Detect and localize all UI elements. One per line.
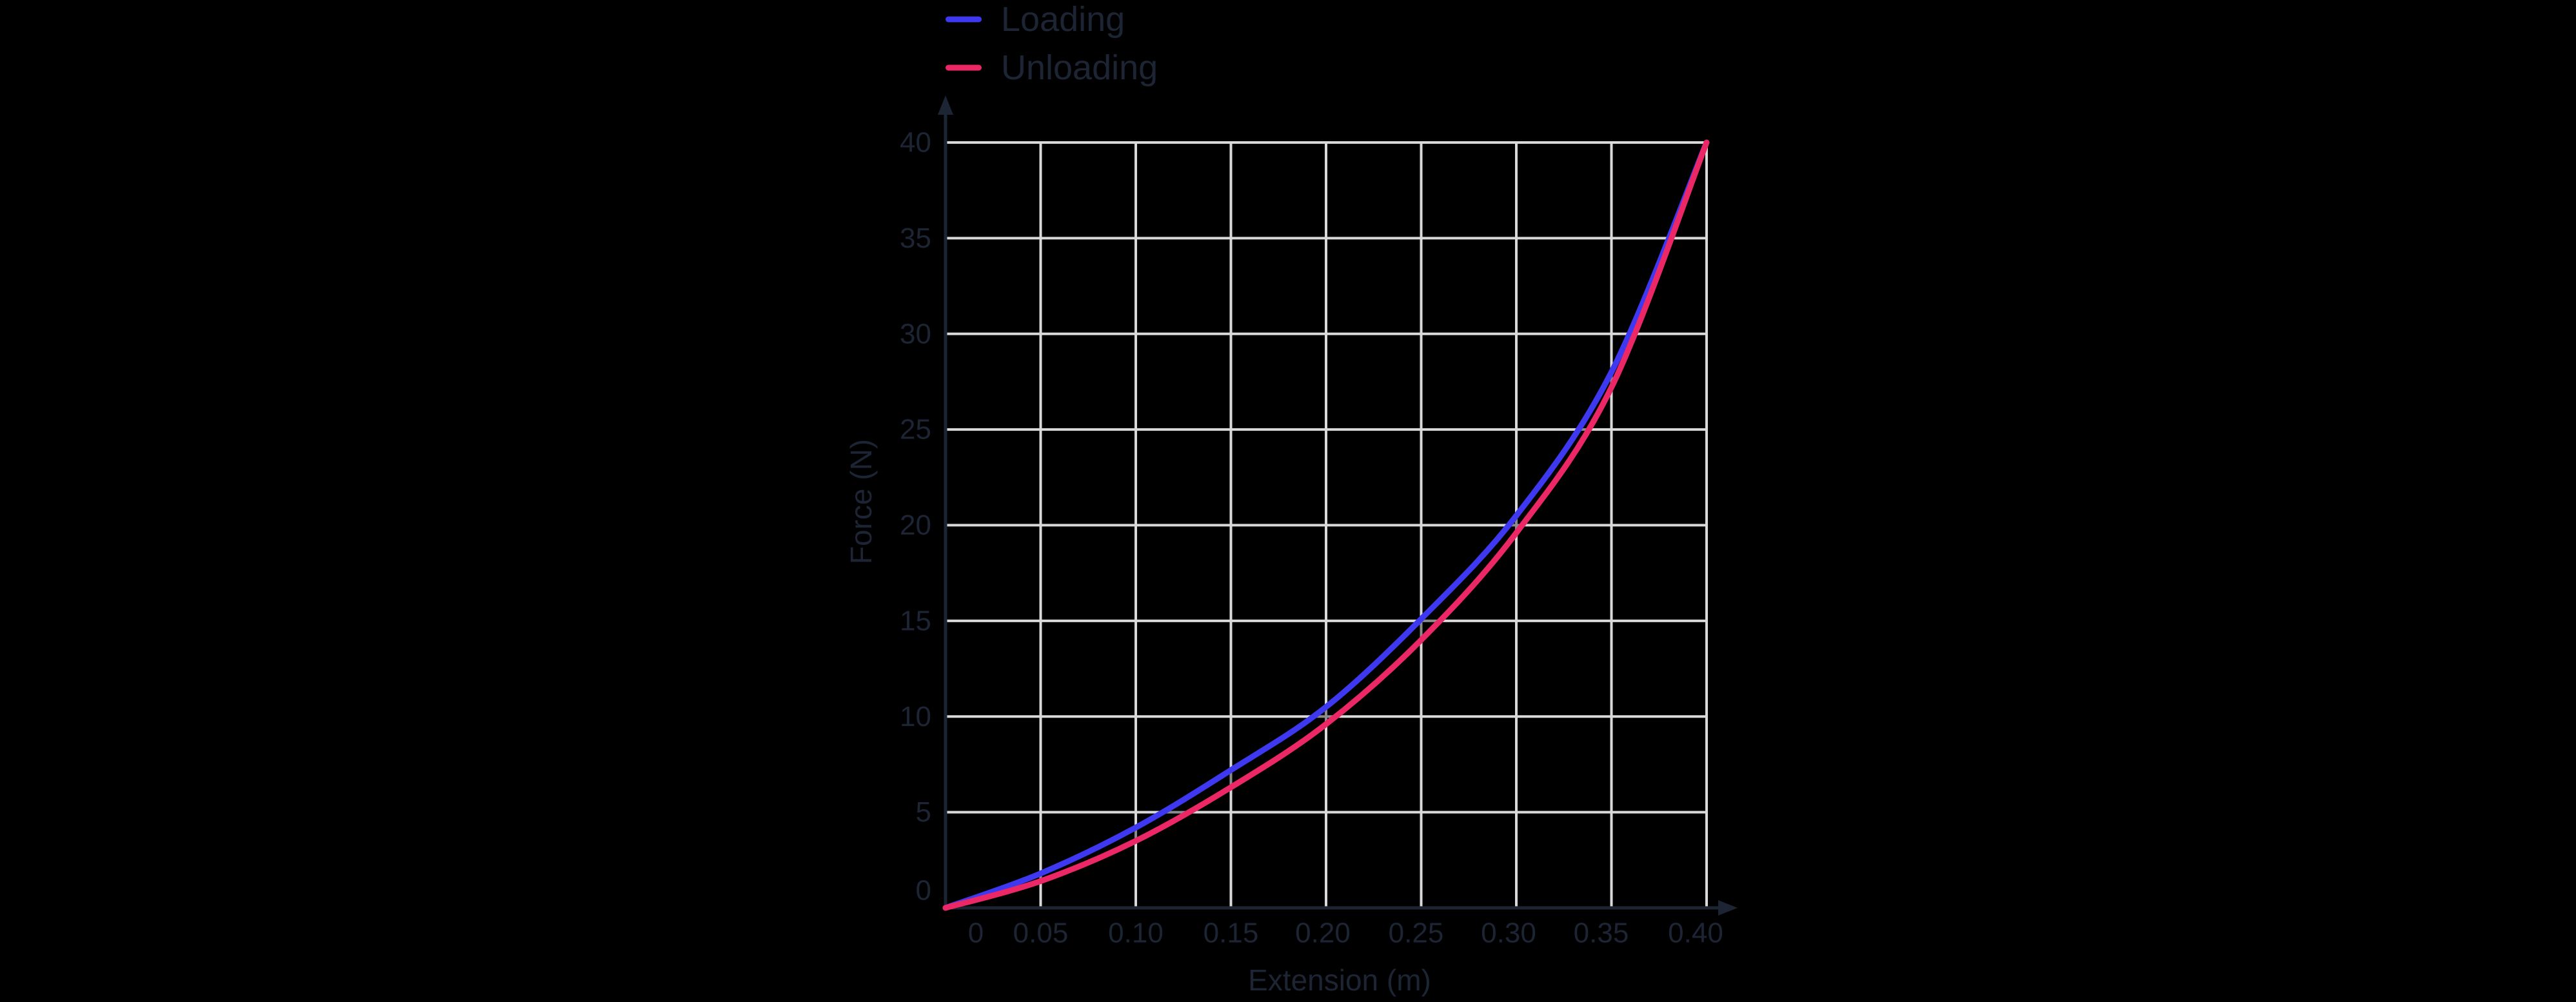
curve-unloading [942,139,1710,911]
x-tick-label: 0.40 [1668,918,1723,949]
legend-label-loading: Loading [1001,0,1125,39]
y-tick-label: 0 [916,875,931,907]
x-tick-label: 0.05 [1013,918,1069,949]
y-tick-label: 30 [900,318,931,349]
y-axis-arrow-icon [938,95,953,115]
grid-lines [946,141,1708,908]
x-tick-label: 0.20 [1295,918,1351,949]
y-axis-title: Force (N) [844,439,878,564]
curve-loading [942,139,1710,911]
y-tick-label: 20 [900,509,931,541]
x-axis-arrow-icon [1718,900,1738,916]
curves [942,139,1710,911]
legend-swatch-loading [946,16,982,23]
x-axis-title: Extension (m) [1248,963,1431,997]
x-tick-label: 0 [968,918,984,949]
y-tick-label: 40 [900,127,931,159]
legend: Loading Unloading [946,0,1158,87]
axes [938,95,1738,916]
legend-swatch-unloading [946,64,982,71]
x-tick-label: 0.35 [1574,918,1629,949]
x-tick-label: 0.10 [1108,918,1164,949]
legend-label-unloading: Unloading [1001,48,1158,87]
x-tick-label: 0.25 [1389,918,1444,949]
y-tick-label: 25 [900,414,931,446]
x-tick-label: 0.30 [1481,918,1536,949]
x-tick-label: 0.15 [1204,918,1259,949]
y-tick-label: 15 [900,605,931,636]
y-tick-label: 10 [900,701,931,732]
tick-labels: 0 0.05 0.10 0.15 0.20 0.25 0.30 0.35 0.40 0 5 10 15 2… [900,127,1723,949]
y-tick-label: 5 [916,796,931,828]
y-tick-label: 35 [900,222,931,254]
